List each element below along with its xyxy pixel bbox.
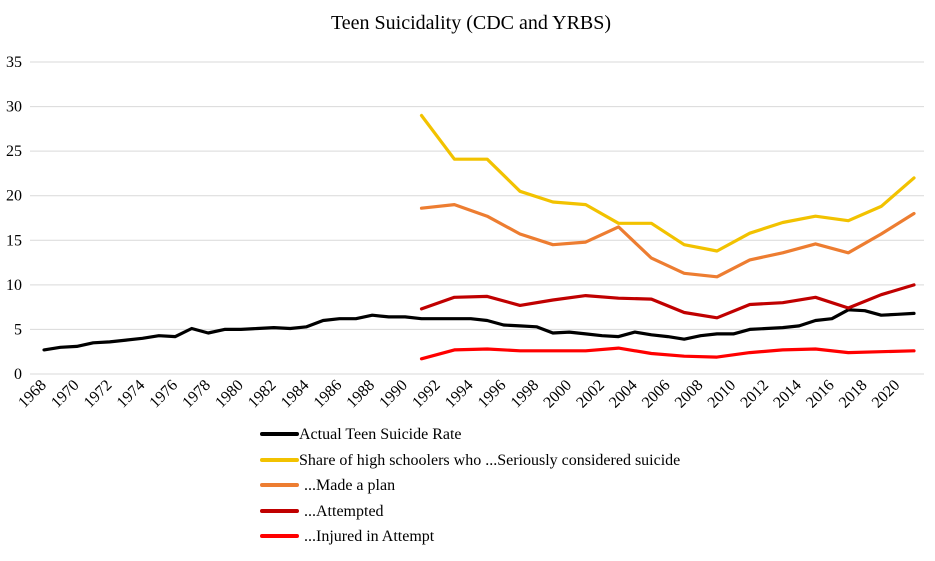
x-tick-label: 1988 xyxy=(343,377,378,412)
legend-label-3: ...Attempted xyxy=(304,503,384,520)
x-tick-label: 1992 xyxy=(409,377,444,412)
x-tick-label: 1978 xyxy=(179,377,214,412)
y-axis-ticks: 0 5 10 15 20 25 30 35 xyxy=(6,54,22,383)
series-line-1 xyxy=(419,113,916,253)
x-tick-label: 1990 xyxy=(376,377,411,412)
series-lines xyxy=(42,113,916,361)
x-tick-label: 2014 xyxy=(770,377,805,412)
x-tick-label: 1986 xyxy=(311,377,346,412)
x-tick-label: 2018 xyxy=(836,377,871,412)
y-tick-label: 5 xyxy=(14,321,22,338)
x-tick-label: 2012 xyxy=(737,377,772,412)
series-line-4 xyxy=(419,346,916,361)
x-tick-label: 2006 xyxy=(639,377,674,412)
x-tick-label: 1994 xyxy=(442,377,477,412)
series-line-0 xyxy=(42,308,916,352)
legend-label-2: ...Made a plan xyxy=(304,477,395,494)
x-tick-label: 1998 xyxy=(508,377,543,412)
x-tick-label: 1996 xyxy=(475,377,510,412)
legend: Actual Teen Suicide Rate Share of high sc… xyxy=(260,426,680,545)
y-tick-label: 35 xyxy=(6,54,22,71)
x-tick-label: 2002 xyxy=(573,377,608,412)
x-tick-label: 1970 xyxy=(48,377,83,412)
y-tick-label: 10 xyxy=(6,277,22,294)
legend-label-4: ...Injured in Attempt xyxy=(304,528,435,545)
x-tick-label: 1972 xyxy=(81,377,116,412)
x-tick-label: 2020 xyxy=(869,377,904,412)
x-tick-label: 2016 xyxy=(803,377,838,412)
legend-label-1: Share of high schoolers who ...Seriously… xyxy=(299,452,680,469)
y-tick-label: 15 xyxy=(6,232,22,249)
y-tick-label: 30 xyxy=(6,99,22,116)
x-tick-label: 1976 xyxy=(147,377,182,412)
y-tick-label: 25 xyxy=(6,143,22,160)
x-tick-label: 1982 xyxy=(245,377,280,412)
y-tick-label: 0 xyxy=(14,366,22,383)
x-axis-ticks: 1968197019721974197619781980198219841986… xyxy=(15,377,903,412)
legend-label-0: Actual Teen Suicide Rate xyxy=(299,426,462,443)
series-line-2 xyxy=(419,203,916,279)
x-tick-label: 2004 xyxy=(606,377,641,412)
y-tick-label: 20 xyxy=(6,188,22,205)
x-tick-label: 1984 xyxy=(278,377,313,412)
x-tick-label: 1980 xyxy=(212,377,247,412)
x-tick-label: 1974 xyxy=(114,377,149,412)
x-tick-label: 2000 xyxy=(540,377,575,412)
x-tick-label: 2008 xyxy=(672,377,707,412)
chart-title: Teen Suicidality (CDC and YRBS) xyxy=(331,12,611,34)
x-tick-label: 2010 xyxy=(705,377,740,412)
gridlines xyxy=(30,61,924,375)
series-line-3 xyxy=(419,283,916,320)
